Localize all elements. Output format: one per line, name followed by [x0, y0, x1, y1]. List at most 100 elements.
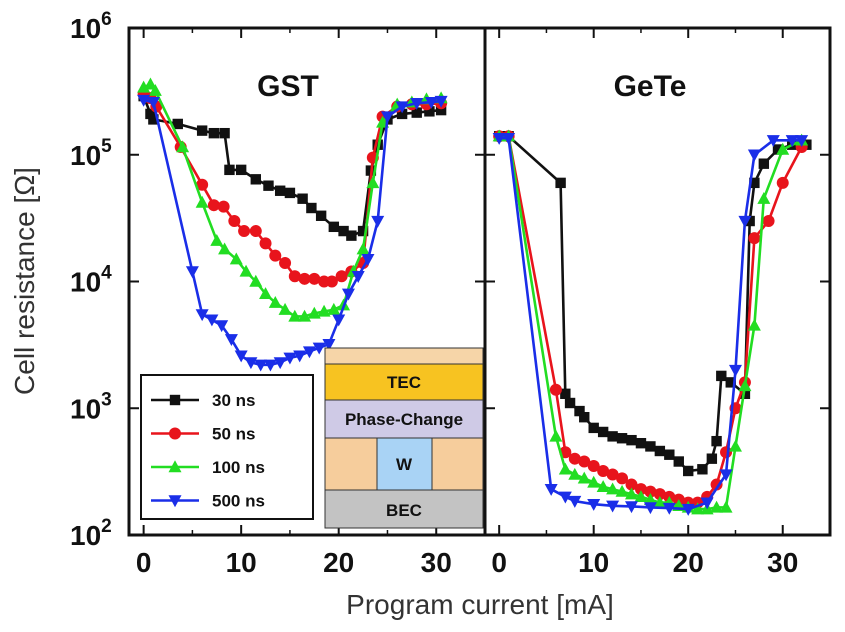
- data-point: [254, 359, 268, 372]
- data-point: [587, 475, 601, 488]
- data-point: [380, 111, 394, 124]
- data-point: [588, 422, 599, 434]
- data-point: [356, 242, 370, 255]
- legend-marker: [168, 495, 182, 508]
- data-point: [322, 339, 336, 351]
- data-point: [137, 80, 151, 93]
- data-point: [208, 127, 220, 139]
- data-point: [288, 270, 301, 283]
- data-point: [748, 232, 761, 245]
- data-point: [172, 118, 183, 130]
- legend-label: 500 ns: [212, 492, 265, 511]
- data-point: [288, 309, 302, 322]
- data-point: [239, 264, 253, 277]
- y-tick-label: 103: [70, 389, 112, 424]
- data-point: [776, 176, 789, 189]
- x-tick-label: 30: [767, 547, 798, 578]
- legend: 30 ns 50 ns 100 ns 500 ns: [140, 374, 314, 520]
- data-point: [710, 478, 723, 491]
- data-point: [279, 256, 292, 269]
- data-point: [218, 242, 232, 255]
- data-point: [597, 426, 609, 438]
- data-point: [434, 95, 448, 108]
- data-point: [315, 210, 327, 221]
- data-point: [268, 296, 282, 308]
- inset-tec-layer: [324, 363, 484, 401]
- series-30-ns: [493, 131, 812, 477]
- data-point: [224, 334, 238, 346]
- data-point: [234, 350, 248, 363]
- data-point: [341, 288, 355, 301]
- data-point: [776, 142, 790, 155]
- data-point: [195, 195, 209, 208]
- data-point: [558, 462, 572, 475]
- y-axis-title: Cell resistance [Ω]: [9, 167, 40, 395]
- legend-marker: [169, 427, 181, 440]
- x-tick-label: 10: [226, 547, 257, 578]
- data-point: [328, 221, 340, 233]
- data-point: [185, 266, 199, 279]
- data-point: [738, 215, 752, 228]
- inset-bec-label: BEC: [386, 501, 422, 520]
- data-point: [143, 77, 157, 90]
- data-point: [749, 177, 760, 189]
- data-point: [716, 370, 727, 382]
- data-point: [317, 304, 331, 317]
- data-point: [278, 302, 292, 315]
- x-tick-label: 20: [323, 547, 354, 578]
- data-point: [643, 492, 657, 505]
- data-point: [615, 484, 629, 497]
- data-point: [148, 114, 159, 125]
- data-point: [558, 491, 572, 504]
- data-point: [396, 108, 408, 120]
- data-point: [568, 467, 582, 480]
- inset-bec-layer: [324, 489, 484, 529]
- data-point: [738, 379, 752, 392]
- data-point: [587, 498, 601, 511]
- data-point: [578, 455, 591, 468]
- data-point: [146, 96, 160, 109]
- data-point: [196, 125, 208, 136]
- data-point: [424, 106, 435, 117]
- left-panel-series: [137, 77, 448, 372]
- data-point: [606, 500, 620, 513]
- data-point: [205, 314, 219, 327]
- data-point: [644, 485, 657, 498]
- data-point: [435, 104, 447, 116]
- data-point: [346, 230, 357, 241]
- data-point: [366, 176, 380, 189]
- data-point: [772, 144, 784, 155]
- inset-w-label: W: [396, 455, 413, 474]
- data-point: [626, 434, 637, 446]
- left-panel-title: GST: [257, 70, 319, 103]
- data-point: [596, 480, 610, 493]
- data-point: [673, 456, 684, 467]
- data-point: [332, 314, 346, 327]
- data-point: [744, 215, 755, 227]
- data-point: [725, 377, 736, 388]
- data-point: [711, 435, 722, 447]
- data-point: [625, 501, 639, 514]
- data-point: [195, 309, 209, 322]
- data-point: [635, 437, 647, 449]
- data-point: [625, 478, 638, 491]
- x-tick-label: 0: [136, 547, 152, 578]
- data-point: [357, 225, 369, 237]
- series-line: [143, 98, 442, 367]
- device-inset: TEC Phase-Change W BEC: [324, 347, 484, 529]
- inset-phase-change-layer: [324, 399, 484, 439]
- data-point: [210, 233, 224, 246]
- data-point: [327, 302, 341, 315]
- data-point: [283, 352, 297, 365]
- data-point: [250, 174, 261, 185]
- data-point: [653, 488, 666, 501]
- x-tick-label: 20: [673, 547, 704, 578]
- data-point: [747, 318, 761, 331]
- inset-w-plug: [376, 437, 433, 491]
- inset-top-strip: [324, 347, 484, 365]
- legend-label: 100 ns: [212, 458, 265, 477]
- data-point: [298, 309, 312, 322]
- data-point: [228, 215, 241, 228]
- data-point: [606, 482, 620, 495]
